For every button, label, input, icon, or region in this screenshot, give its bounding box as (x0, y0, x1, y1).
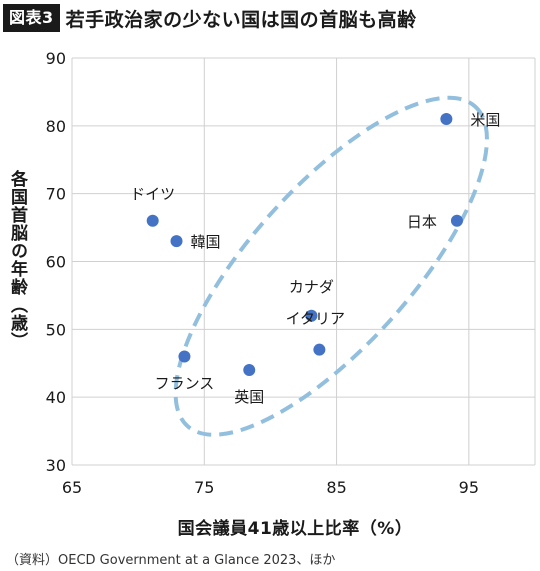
data-point (450, 214, 463, 227)
data-point (305, 309, 318, 322)
point-label: ドイツ (130, 185, 175, 203)
x-tick-label: 95 (459, 478, 479, 497)
point-label: 英国 (234, 388, 264, 406)
point-label: 韓国 (191, 233, 221, 251)
x-axis-label: 国会議員41歳以上比率（%） (177, 519, 413, 539)
y-tick-label: 90 (46, 49, 66, 68)
x-tick-label: 85 (326, 478, 346, 497)
y-tick-label: 70 (46, 185, 66, 204)
point-label: イタリア (286, 310, 345, 328)
data-point (146, 214, 159, 227)
chart-header: 図表3 若手政治家の少ない国は国の首脳も高齢 (3, 3, 417, 33)
data-point (440, 113, 453, 126)
data-point (313, 343, 326, 356)
data-point (243, 364, 256, 377)
y-tick-label: 80 (46, 117, 66, 136)
y-tick-label: 30 (46, 456, 66, 475)
y-tick-label: 60 (46, 253, 66, 272)
data-point (178, 350, 191, 363)
x-tick-label: 75 (194, 478, 214, 497)
point-label: 日本 (407, 213, 437, 231)
source-note: （資料）OECD Government at a Glance 2023、ほか (6, 553, 336, 568)
figure-badge: 図表3 (3, 4, 60, 32)
x-tick-label: 65 (62, 478, 82, 497)
y-axis-label: 各国首脳の年齢（歳） (7, 170, 27, 350)
point-label: 米国 (470, 111, 500, 129)
y-tick-label: 50 (46, 320, 66, 339)
highlight-ellipse (173, 95, 489, 437)
y-tick-label: 40 (46, 388, 66, 407)
data-point (170, 235, 183, 248)
point-label: カナダ (289, 278, 334, 296)
point-label: フランス (155, 374, 215, 392)
chart-title: 若手政治家の少ない国は国の首脳も高齢 (65, 8, 417, 31)
